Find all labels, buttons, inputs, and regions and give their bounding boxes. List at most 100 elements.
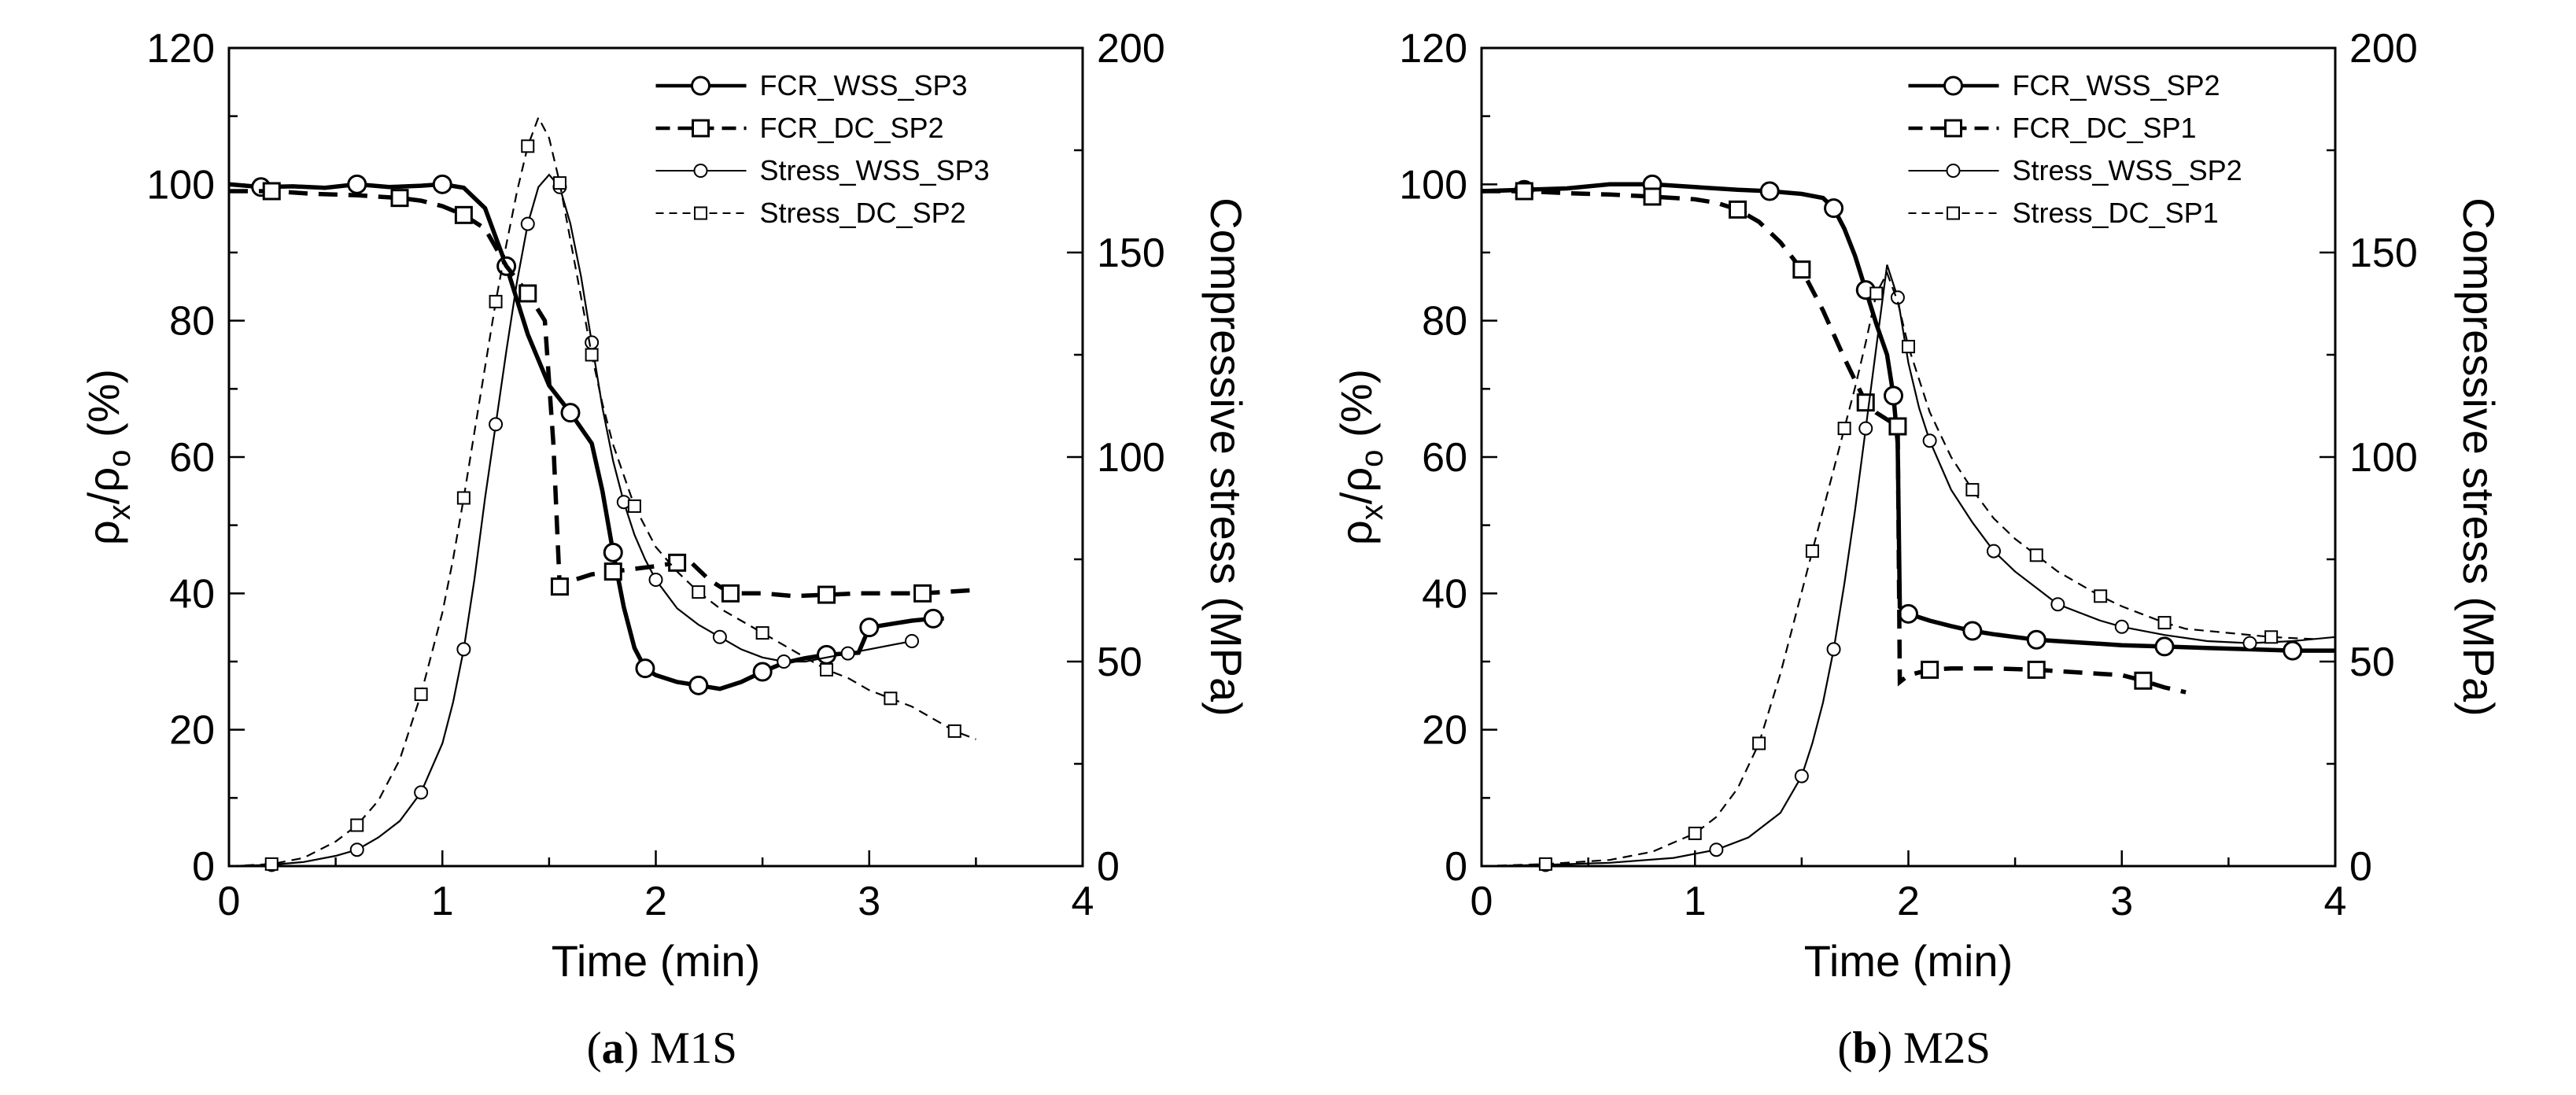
circle-marker — [2154, 636, 2175, 657]
series-line-FCR_DC_SP2 — [229, 189, 976, 599]
square-marker — [390, 189, 409, 208]
x-tick-label: 2 — [644, 879, 667, 924]
caption-b-letter: b — [1852, 1023, 1878, 1073]
circle-marker — [777, 654, 792, 669]
circle-marker — [1986, 544, 2001, 559]
square-marker — [1792, 260, 1811, 279]
circle-marker — [1883, 385, 1903, 406]
square-marker — [817, 585, 836, 604]
panel-b-caption: (b) M2S — [1837, 1023, 1991, 1074]
circle-marker — [923, 608, 943, 629]
square-marker — [1856, 393, 1875, 412]
caption-b-label: M2S — [1903, 1023, 1991, 1073]
circle-marker — [2026, 629, 2046, 650]
square-marker — [2264, 630, 2278, 644]
circle-marker — [1794, 769, 1809, 783]
legend-label: FCR_DC_SP2 — [760, 112, 944, 144]
caption-a-letter: a — [601, 1023, 625, 1073]
caption-a-label: M1S — [650, 1023, 737, 1073]
square-marker — [1901, 340, 1915, 354]
y-left-tick-label: 120 — [147, 26, 216, 72]
square-marker — [913, 584, 932, 603]
x-tick-label: 0 — [218, 879, 241, 924]
y-left-axis-title: ρx/ρo (%) — [1331, 369, 1389, 545]
y-right-axis-title: Compressive stress (MPa) — [2454, 197, 2504, 717]
square-marker — [2093, 589, 2107, 603]
y-left-tick-label: 60 — [169, 435, 215, 481]
y-left-tick-label: 20 — [1422, 708, 1467, 754]
circle-marker — [1962, 621, 1983, 641]
square-marker — [585, 348, 599, 362]
y-right-tick-label: 50 — [2349, 640, 2395, 685]
circle-marker — [752, 662, 773, 682]
legend-label: Stress_WSS_SP2 — [2012, 154, 2242, 186]
square-marker — [1515, 182, 1533, 201]
y-right-tick-label: 100 — [2349, 435, 2418, 481]
circle-marker — [1922, 433, 1937, 448]
x-axis-title: Time (min) — [1803, 936, 2012, 986]
legend-label: Stress_DC_SP2 — [760, 197, 966, 229]
circle-marker — [1898, 603, 1918, 624]
circle-marker — [688, 675, 709, 695]
square-marker — [820, 662, 834, 677]
circle-marker — [1943, 76, 1963, 96]
circle-marker — [2242, 636, 2257, 651]
circle-marker — [905, 634, 920, 648]
circle-marker — [1826, 642, 1841, 657]
y-left-tick-label: 80 — [169, 299, 215, 345]
legend-label: Stress_WSS_SP3 — [760, 154, 990, 186]
square-marker — [1869, 286, 1883, 300]
y-right-tick-label: 200 — [2349, 26, 2418, 72]
panel-a-caption: (a) M1S — [587, 1023, 737, 1074]
square-marker — [414, 688, 428, 702]
square-marker — [350, 818, 364, 832]
series-line-FCR_DC_SP1 — [1481, 189, 2187, 695]
y-left-tick-label: 100 — [147, 162, 216, 208]
series-line-Stress_DC_SP1 — [1481, 271, 2314, 868]
square-marker — [263, 182, 282, 201]
circle-marker — [456, 642, 471, 657]
circle-marker — [1858, 421, 1873, 436]
square-marker — [1728, 200, 1747, 219]
circle-marker — [817, 644, 837, 665]
square-marker — [455, 205, 474, 224]
square-marker — [1538, 857, 1552, 871]
y-right-tick-label: 0 — [1097, 844, 1120, 890]
x-tick-label: 2 — [1897, 879, 1920, 924]
circle-marker — [1823, 198, 1843, 219]
x-tick-label: 4 — [2323, 879, 2346, 924]
circle-marker — [2282, 640, 2302, 661]
square-marker — [692, 585, 706, 599]
square-marker — [2029, 548, 2043, 562]
y-right-tick-label: 0 — [2349, 844, 2372, 890]
x-tick-label: 4 — [1072, 879, 1094, 924]
square-marker — [489, 294, 503, 308]
circle-marker — [1709, 842, 1724, 857]
x-tick-label: 1 — [1683, 879, 1706, 924]
square-marker — [755, 626, 769, 640]
circle-marker — [521, 216, 536, 231]
legend-label: FCR_WSS_SP3 — [760, 69, 968, 101]
circle-marker — [603, 542, 624, 562]
y-right-tick-label: 150 — [1097, 230, 1165, 276]
square-marker — [551, 577, 570, 596]
legend-label: FCR_DC_SP1 — [2012, 112, 2196, 144]
circle-marker — [635, 658, 655, 679]
x-tick-label: 3 — [858, 879, 881, 924]
square-marker — [668, 553, 687, 572]
series-line-Stress_WSS_SP2 — [1481, 264, 2335, 868]
square-marker — [1888, 417, 1907, 436]
x-axis-title: Time (min) — [552, 936, 760, 986]
square-marker — [1920, 660, 1939, 679]
caption-a-open-paren: ( — [586, 1023, 602, 1073]
circle-marker — [2050, 597, 2065, 612]
square-marker — [1965, 483, 1980, 497]
y-right-tick-label: 50 — [1097, 640, 1142, 685]
square-marker — [2134, 671, 2153, 690]
caption-b-close-paren: ) — [1877, 1023, 1893, 1073]
square-marker — [2027, 660, 2046, 679]
square-marker — [694, 206, 708, 220]
y-left-tick-label: 100 — [1399, 162, 1467, 208]
square-marker — [948, 724, 962, 738]
circle-marker — [433, 174, 453, 194]
